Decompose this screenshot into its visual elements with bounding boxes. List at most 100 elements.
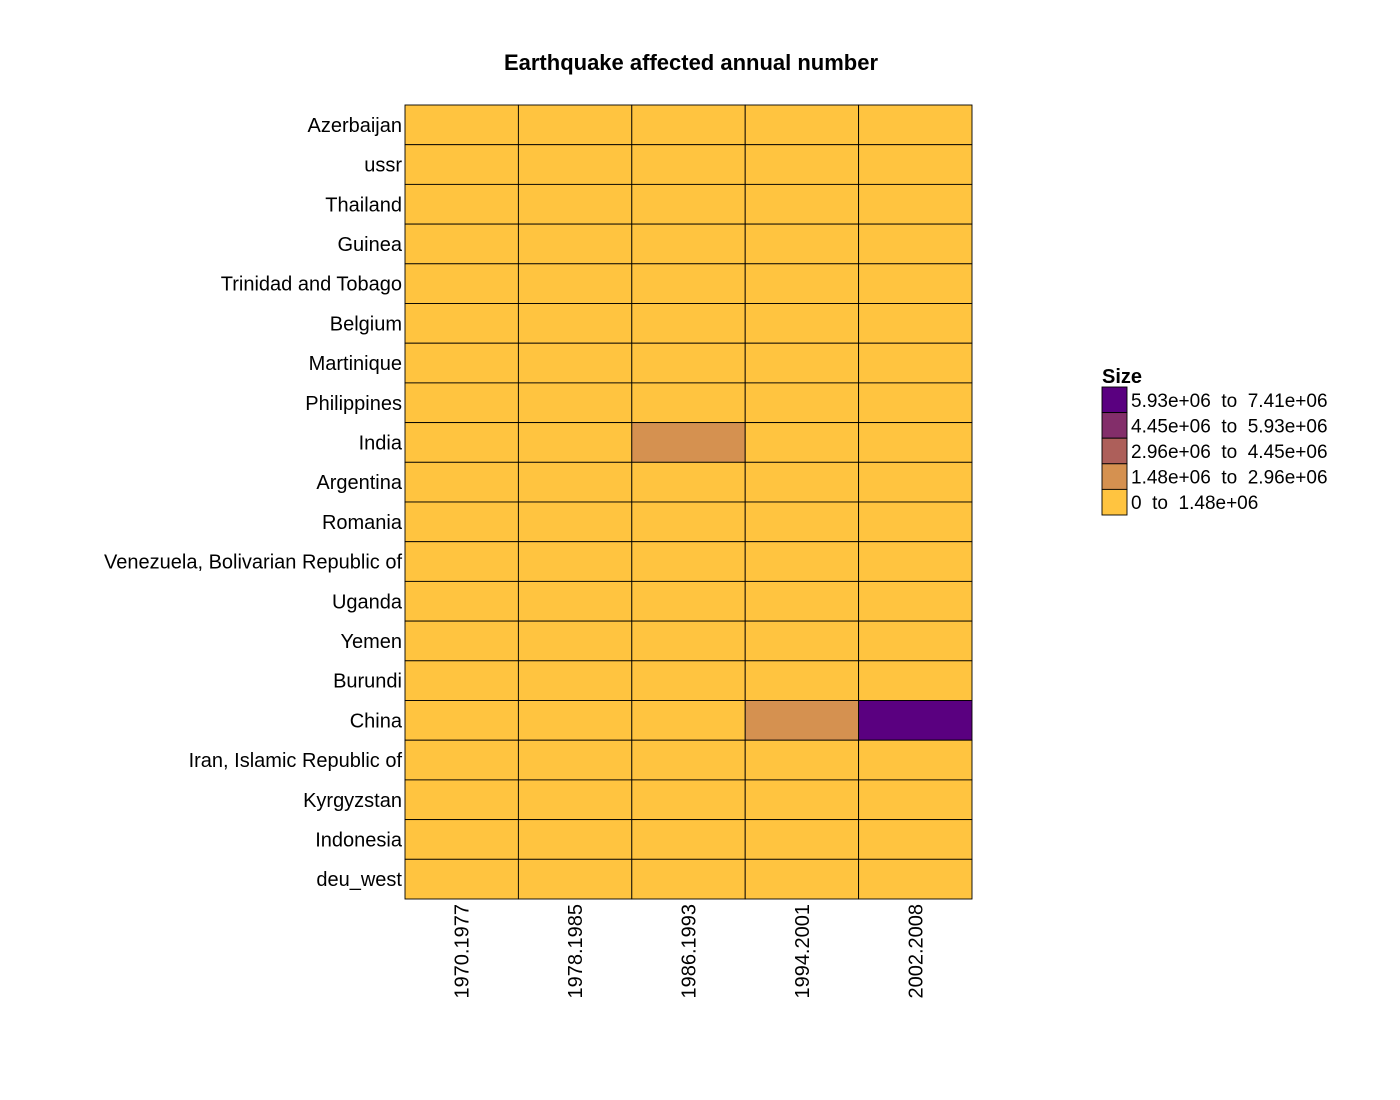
heatmap-cell xyxy=(858,422,973,463)
row-label: China xyxy=(350,710,403,732)
heatmap-cell xyxy=(404,461,519,503)
heatmap-cell xyxy=(631,501,746,543)
row-label: Guinea xyxy=(338,234,403,256)
heatmap-cell xyxy=(631,223,746,265)
heatmap-cell xyxy=(631,144,746,185)
legend-label: 0 to 1.48e+06 xyxy=(1131,493,1258,514)
row-label: Trinidad and Tobago xyxy=(221,274,402,296)
heatmap-cell xyxy=(631,461,746,503)
heatmap-cell xyxy=(631,700,746,741)
row-label: Yemen xyxy=(340,631,402,653)
heatmap-cell xyxy=(858,223,973,265)
heatmap-cell xyxy=(517,382,633,424)
row-label: Argentina xyxy=(316,472,402,494)
heatmap-cell xyxy=(858,580,973,622)
heatmap-cell xyxy=(858,739,973,781)
heatmap-cell xyxy=(744,501,860,543)
legend-swatch xyxy=(1101,437,1128,465)
heatmap-cell xyxy=(404,303,519,344)
row-label: Belgium xyxy=(330,313,402,335)
heatmap-cell xyxy=(404,779,519,821)
heatmap-cell xyxy=(744,739,860,781)
heatmap-cell xyxy=(858,700,973,741)
column-label: 1978.1985 xyxy=(565,904,587,999)
heatmap-cell xyxy=(517,461,633,503)
heatmap-cell xyxy=(404,104,519,146)
heatmap-cell xyxy=(404,580,519,622)
legend-label: 4.45e+06 to 5.93e+06 xyxy=(1131,416,1328,437)
heatmap-cells xyxy=(404,104,973,900)
heatmap-cell xyxy=(744,580,860,622)
heatmap-cell xyxy=(517,223,633,265)
heatmap-cell xyxy=(858,461,973,503)
heatmap-cell xyxy=(631,263,746,304)
heatmap-cell xyxy=(631,660,746,701)
heatmap-cell xyxy=(517,660,633,701)
column-label: 1970.1977 xyxy=(452,904,474,999)
heatmap-cell xyxy=(517,580,633,622)
row-label: ussr xyxy=(364,155,402,177)
heatmap-cell xyxy=(858,779,973,821)
heatmap-cell xyxy=(744,223,860,265)
heatmap-cell xyxy=(517,263,633,304)
heatmap-cell xyxy=(517,104,633,146)
row-label: India xyxy=(359,432,403,454)
heatmap-cell xyxy=(404,819,519,860)
heatmap-cell xyxy=(631,739,746,781)
heatmap-cell xyxy=(631,858,746,900)
heatmap-cell xyxy=(858,144,973,185)
heatmap-cell xyxy=(404,739,519,781)
row-label: Burundi xyxy=(333,671,402,693)
column-label: 1986.1993 xyxy=(679,904,701,999)
row-label: Kyrgyzstan xyxy=(303,790,402,812)
heatmap-cell xyxy=(858,382,973,424)
row-label: Philippines xyxy=(305,393,402,415)
heatmap-cell xyxy=(744,144,860,185)
row-label: Martinique xyxy=(309,353,402,375)
heatmap-cell xyxy=(631,382,746,424)
legend-swatch xyxy=(1101,412,1128,439)
heatmap-cell xyxy=(858,303,973,344)
heatmap-cell xyxy=(631,779,746,821)
heatmap-cell xyxy=(858,501,973,543)
column-labels: 1970.1977 1978.1985 1986.1993 1994.2001 2002… xyxy=(452,904,928,999)
legend: Size 5.93e+06 to 7.41e+06 4.45e+06 to 5.9… xyxy=(1101,366,1328,516)
heatmap-cell xyxy=(517,144,633,185)
column-label: 1994.2001 xyxy=(792,904,814,999)
heatmap-cell xyxy=(631,104,746,146)
heatmap-cell xyxy=(631,819,746,860)
heatmap-cell xyxy=(631,620,746,662)
heatmap-cell xyxy=(517,183,633,225)
heatmap-cell xyxy=(744,858,860,900)
heatmap-cell xyxy=(858,541,973,582)
heatmap-cell xyxy=(744,700,860,741)
row-label: Azerbaijan xyxy=(307,115,402,137)
heatmap-cell xyxy=(517,700,633,741)
heatmap-cell xyxy=(517,501,633,543)
heatmap-cell xyxy=(517,620,633,662)
heatmap-cell xyxy=(858,660,973,701)
heatmap-cell xyxy=(517,422,633,463)
row-labels: Azerbaijan ussr Thailand Guinea Trinidad and… xyxy=(104,115,403,891)
row-label: Iran, Islamic Republic of xyxy=(189,750,403,772)
heatmap-cell xyxy=(517,819,633,860)
heatmap-cell xyxy=(631,541,746,582)
heatmap-cell xyxy=(744,461,860,503)
heatmap-cell xyxy=(744,342,860,384)
legend-swatch xyxy=(1101,386,1128,414)
heatmap-cell xyxy=(517,342,633,384)
heatmap-cell xyxy=(744,541,860,582)
heatmap-cell xyxy=(744,422,860,463)
legend-label: 2.96e+06 to 4.45e+06 xyxy=(1131,442,1328,463)
legend-swatch xyxy=(1101,463,1128,490)
heatmap-cell xyxy=(404,541,519,582)
heatmap-cell xyxy=(858,819,973,860)
heatmap-cell xyxy=(858,620,973,662)
heatmap-cell xyxy=(744,660,860,701)
row-label: Uganda xyxy=(332,591,403,613)
heatmap-cell xyxy=(631,183,746,225)
heatmap-cell xyxy=(744,819,860,860)
heatmap-cell xyxy=(858,858,973,900)
row-label: Indonesia xyxy=(315,829,403,851)
row-label: Venezuela, Bolivarian Republic of xyxy=(104,552,402,574)
